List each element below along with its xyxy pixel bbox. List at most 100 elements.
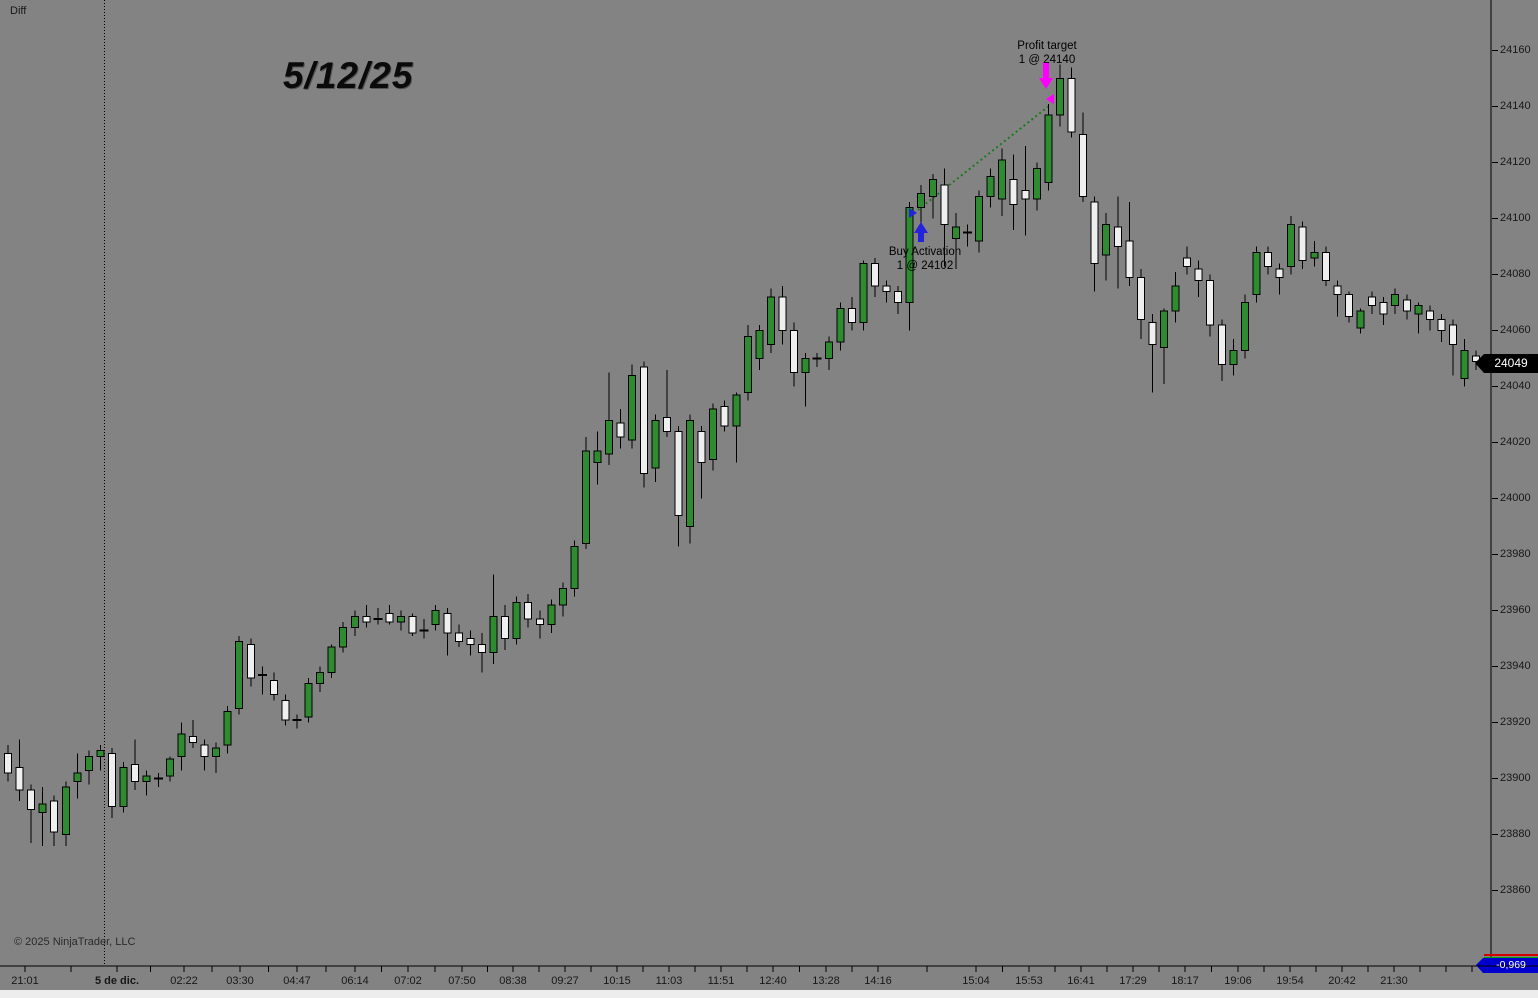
candle-down [362,615,371,623]
blue-right-triangle-entry-marker[interactable] [909,208,917,218]
candle-up [489,615,498,654]
candle-up [732,394,741,427]
candle-down [1402,299,1411,312]
candle-down [1333,285,1342,295]
time-tick-label: 12:40 [759,975,787,987]
candle-up [165,758,174,777]
last-price-badge [1475,354,1538,373]
candle-down [1090,201,1099,264]
candle-down [1275,268,1284,279]
candle-down [720,405,729,427]
candle-down [535,618,544,626]
candle-down [269,680,278,696]
candle-down [188,736,197,743]
time-tick-label: 5 de dic. [94,975,140,987]
candle-up [558,587,567,606]
magenta-down-arrow-icon[interactable] [1039,62,1053,89]
candle-up [905,207,914,304]
candle-up [801,358,810,374]
candle-up [73,772,82,782]
candle-up [1032,167,1041,200]
profit-target-line2: 1 @ 24140 [1018,54,1076,66]
diff-value-badge-text: -0,969 [1496,959,1526,971]
price-tick-label: 24120 [1500,155,1531,168]
candle-down [871,263,879,287]
candle-down [1067,78,1076,133]
candle-down [50,800,59,833]
magenta-left-triangle-target-marker[interactable] [1046,94,1054,104]
candle-down [524,601,533,620]
time-tick-label: 21:01 [11,975,39,987]
candle-up [975,195,984,242]
profit-target-annotation[interactable]: Profit target 1 @ 24140 [1017,39,1076,67]
candle-doji-dash [257,674,267,677]
blue-up-arrow-icon[interactable] [914,222,928,242]
price-tick-label: 23900 [1500,771,1531,784]
candle-up [686,419,695,528]
candle-up [582,450,590,545]
candle-down [1206,279,1215,326]
price-tick-label: 24000 [1500,491,1531,504]
candle-up [859,263,868,323]
price-tick-label: 23940 [1500,659,1531,672]
candle-down [501,615,510,640]
candle-down [1437,319,1446,332]
candle-down [616,422,625,438]
diff-red-plot-line [1484,954,1538,956]
candle-up [1044,114,1053,183]
candle-up [1414,305,1423,315]
price-tick-label: 23880 [1500,827,1531,840]
candle-up [1171,285,1180,312]
price-tick-label: 24100 [1500,211,1531,224]
window-bottom-edge [0,990,1538,998]
buy-activation-annotation[interactable]: Buy Activation 1 @ 24102 [889,245,961,273]
candle-down [882,285,891,292]
candle-up [1356,310,1365,329]
candle-up [986,176,995,197]
time-tick-label: 11:51 [707,975,735,987]
candle-down [940,184,949,225]
candle-down [894,291,903,304]
candle-up [61,786,70,836]
copyright-notice: © 2025 NinjaTrader, LLC [14,936,136,948]
price-tick-label: 24160 [1500,43,1531,56]
indicator-name-label: Diff [10,5,27,17]
price-tick-label: 23980 [1500,547,1531,560]
candle-up [755,330,764,360]
time-tick-label: 16:41 [1067,975,1095,987]
time-tick-label: 19:06 [1224,975,1252,987]
candle-down [108,753,117,808]
time-tick-label: 10:15 [603,975,631,987]
time-tick-label: 07:02 [394,975,422,987]
candle-up [1102,223,1111,256]
candle-down [281,699,290,721]
candle-down [1113,226,1122,248]
profit-target-line1: Profit target [1017,40,1077,52]
candle-doji-dash [153,777,163,780]
price-tick-label: 24140 [1500,99,1531,112]
candle-down [1321,251,1330,281]
trend-line[interactable] [913,105,1049,214]
candle-up [316,671,325,684]
chart-title-annotation[interactable]: 5/12/25 [283,55,414,96]
candle-up [350,615,359,628]
candle-up [119,767,128,808]
buy-activation-line1: Buy Activation [888,246,962,258]
candle-up [223,711,232,746]
time-tick-label: 09:27 [551,975,579,987]
candle-up [766,296,775,346]
candle-up [824,341,833,360]
time-tick-label: 18:17 [1171,975,1199,987]
candle-up [1287,223,1296,267]
candle-up [177,733,186,757]
candle-doji-dash [962,231,972,234]
time-tick-label: 02:22 [170,975,198,987]
price-tick-label: 24040 [1500,379,1531,392]
candle-up [709,408,718,461]
price-tick-label: 23860 [1500,883,1531,896]
candle-up [1229,349,1238,365]
time-tick-label: 15:53 [1015,975,1043,987]
time-tick-label: 14:16 [864,975,892,987]
